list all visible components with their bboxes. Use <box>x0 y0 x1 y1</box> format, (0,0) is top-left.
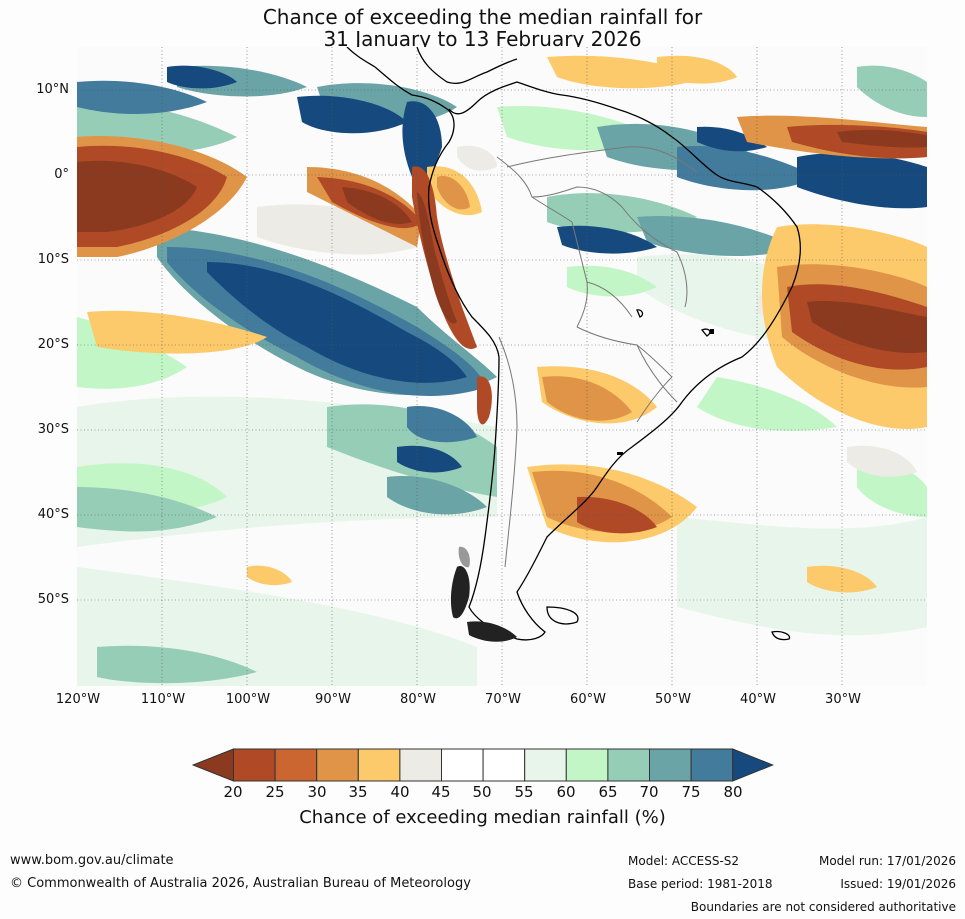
colorbar-swatch <box>607 748 650 782</box>
lat-label-20s: 20°S <box>37 337 69 352</box>
issued-date: Issued: 19/01/2026 <box>840 877 956 891</box>
colorbar <box>192 748 774 782</box>
colorbar-swatch <box>565 748 609 782</box>
colorbar-tick: 80 <box>723 783 743 801</box>
rainfall-probability-map <box>77 47 927 686</box>
colorbar-tick: 55 <box>514 783 534 801</box>
colorbar-tick: 40 <box>390 783 410 801</box>
lon-label-90w: 90°W <box>315 692 351 707</box>
lon-label-120w: 120°W <box>55 692 101 707</box>
lat-label-30s: 30°S <box>37 422 69 437</box>
lon-label-50w: 50°W <box>655 692 691 707</box>
website-url[interactable]: www.bom.gov.au/climate <box>10 853 174 868</box>
graticule <box>77 47 927 686</box>
colorbar-tick: 70 <box>639 783 659 801</box>
model-name: Model: ACCESS-S2 <box>628 854 740 868</box>
colorbar-tick: 50 <box>472 783 492 801</box>
colorbar-swatch <box>690 748 734 782</box>
lon-label-70w: 70°W <box>485 692 521 707</box>
colorbar-swatch <box>316 748 359 782</box>
boundary-disclaimer: Boundaries are not considered authoritat… <box>690 900 956 914</box>
colorbar-swatch <box>441 748 484 782</box>
chilean-islands <box>450 566 517 642</box>
colorbar-tick: 75 <box>681 783 701 801</box>
colorbar-tick: 30 <box>307 783 327 801</box>
country-borders <box>496 146 698 568</box>
lat-label-40s: 40°S <box>37 507 69 522</box>
lat-label-equator: 0° <box>54 167 69 182</box>
lon-label-40w: 40°W <box>740 692 776 707</box>
colorbar-arrow-high <box>732 748 774 782</box>
map-canvas <box>77 47 927 686</box>
dark-blue-zones <box>167 65 927 473</box>
lakes <box>617 329 714 455</box>
lon-label-80w: 80°W <box>400 692 436 707</box>
colorbar-tick: 60 <box>556 783 576 801</box>
lon-label-30w: 30°W <box>825 692 861 707</box>
colorbar-arrow-low <box>192 748 234 782</box>
colorbar-swatch <box>399 748 442 782</box>
colorbar-tick: 25 <box>265 783 285 801</box>
copyright-notice: © Commonwealth of Australia 2026, Austra… <box>10 876 471 891</box>
colorbar-swatch <box>524 748 567 782</box>
colorbar-swatch <box>274 748 318 782</box>
base-period: Base period: 1981-2018 <box>628 877 773 891</box>
map-title-line1: Chance of exceeding the median rainfall … <box>262 5 703 29</box>
colorbar-tick: 35 <box>348 783 368 801</box>
colorbar-title: Chance of exceeding median rainfall (%) <box>299 807 666 828</box>
lon-label-110w: 110°W <box>140 692 186 707</box>
coastline <box>346 47 801 641</box>
model-run-date: Model run: 17/01/2026 <box>818 854 956 868</box>
colorbar-tick: 20 <box>223 783 243 801</box>
lat-label-50s: 50°S <box>37 592 69 607</box>
colorbar-swatch <box>357 748 401 782</box>
lat-label-10n: 10°N <box>36 82 69 97</box>
colorbar-swatch <box>649 748 692 782</box>
lat-label-10s: 10°S <box>37 252 69 267</box>
map-title-line2: 31 January to 13 February 2026 <box>323 27 642 51</box>
colorbar-swatch <box>233 748 276 782</box>
dark-brown-zones <box>77 129 927 353</box>
colorbar-tick: 65 <box>598 783 618 801</box>
colorbar-swatches <box>192 748 774 782</box>
lon-label-60w: 60°W <box>570 692 606 707</box>
colorbar-swatch <box>482 748 526 782</box>
colorbar-tick: 45 <box>431 783 451 801</box>
patagonia-ice <box>458 546 470 568</box>
lon-label-100w: 100°W <box>225 692 271 707</box>
